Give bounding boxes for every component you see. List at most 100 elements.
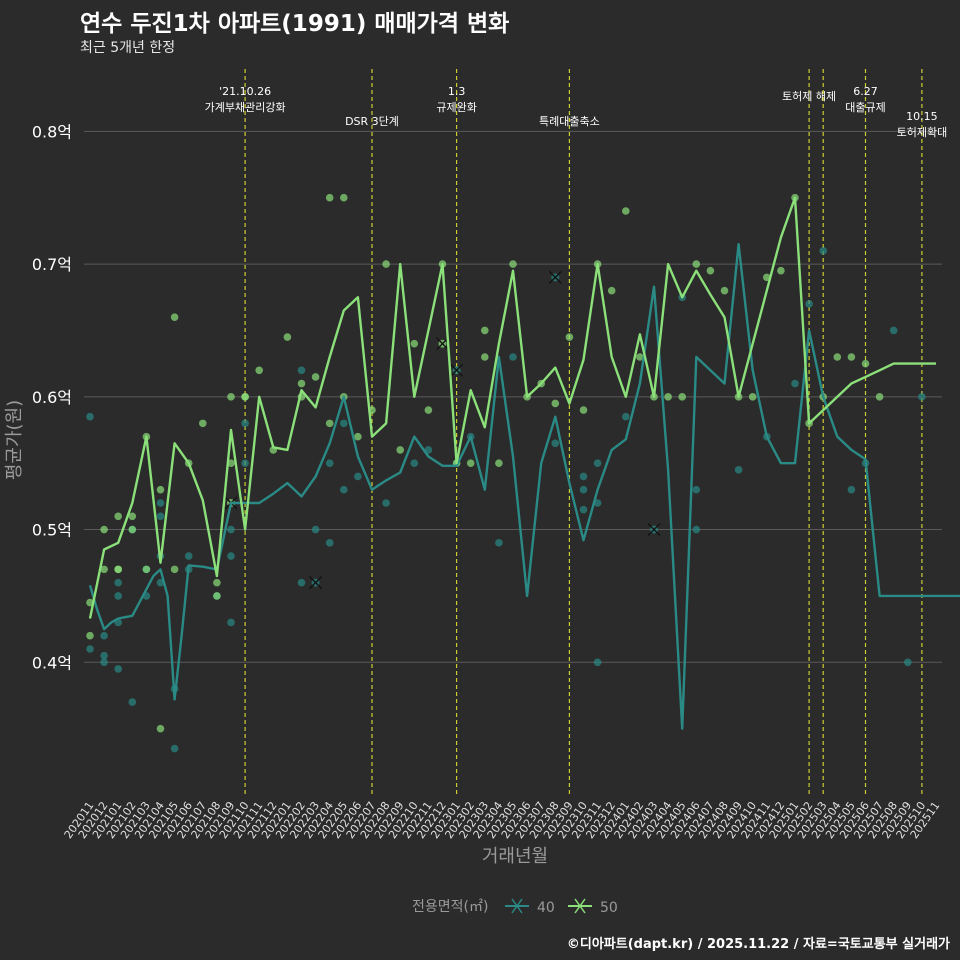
data-point	[86, 412, 94, 421]
data-point	[678, 393, 686, 401]
event-label: 가계부채관리강화	[205, 101, 286, 114]
legend: 전용면적(㎡) 40 50	[412, 898, 618, 916]
data-point	[579, 406, 588, 414]
data-point	[734, 466, 743, 474]
data-point	[424, 406, 433, 414]
data-point	[551, 439, 560, 448]
data-point	[875, 393, 884, 401]
data-point	[382, 499, 390, 507]
data-point	[847, 485, 856, 494]
data-point	[833, 353, 842, 361]
data-point	[410, 339, 419, 348]
data-point	[100, 631, 108, 640]
data-point	[297, 578, 306, 587]
y-axis: 0.4억 0.5억 0.6억 0.7억 0.8억	[32, 122, 72, 672]
data-point	[622, 207, 630, 215]
data-point	[100, 565, 108, 574]
event-date: 1.3	[448, 85, 466, 98]
cross-marker	[450, 363, 464, 377]
cross-marker	[548, 270, 562, 284]
data-point	[805, 300, 813, 308]
data-point	[692, 260, 701, 268]
series-line-40	[88, 243, 960, 730]
event-label: 특례대출축소	[539, 115, 600, 128]
data-point	[325, 459, 334, 467]
data-point	[889, 326, 898, 335]
data-point	[100, 525, 108, 534]
event-date: '21.10.26	[219, 85, 271, 98]
series-lines	[88, 196, 960, 730]
event-label: 대출규제	[845, 101, 885, 114]
event-date: 10.15	[906, 110, 938, 123]
data-point	[241, 459, 249, 467]
data-point	[184, 552, 193, 560]
grid-lines	[84, 130, 942, 663]
data-point	[199, 419, 207, 428]
legend-title: 전용면적(㎡)	[412, 899, 488, 915]
data-point	[227, 552, 235, 560]
data-point	[622, 412, 630, 421]
y-tick-label: 0.7억	[32, 255, 72, 274]
data-point	[142, 565, 151, 574]
data-point	[692, 485, 701, 494]
y-axis-label: 평균가(원)	[4, 400, 25, 480]
data-point	[297, 379, 306, 388]
y-tick-label: 0.8억	[32, 122, 72, 141]
legend-marker	[511, 898, 523, 914]
legend-label: 50	[600, 900, 618, 916]
data-point	[565, 333, 574, 341]
chart-title: 연수 두진1차 아파트(1991) 매매가격 변화	[80, 11, 510, 37]
data-point	[861, 359, 870, 368]
data-point	[100, 651, 108, 660]
chart-subtitle: 최근 5개년 한정	[80, 40, 176, 56]
data-point	[340, 193, 348, 202]
x-axis-label: 거래년월	[482, 846, 548, 867]
legend-label: 40	[537, 900, 555, 916]
event-label: DSR 3단계	[345, 115, 399, 128]
data-point	[311, 525, 320, 534]
data-point	[311, 373, 320, 381]
data-point	[156, 512, 165, 521]
data-point	[325, 419, 334, 428]
data-point	[509, 260, 517, 268]
data-point	[593, 658, 602, 667]
data-point	[847, 353, 856, 361]
event-label: 토허제확대	[897, 126, 948, 139]
data-point	[410, 459, 419, 467]
data-point	[495, 539, 503, 547]
data-point	[86, 645, 94, 653]
data-point	[579, 505, 588, 514]
data-point	[297, 366, 306, 375]
event-label: 토허제 해제	[782, 89, 836, 103]
data-point	[170, 744, 179, 753]
data-point	[354, 432, 362, 441]
data-point	[904, 658, 912, 667]
data-point	[227, 525, 235, 534]
scatter-points	[86, 193, 926, 753]
data-point	[128, 525, 137, 534]
data-point	[213, 578, 221, 587]
data-point	[396, 446, 405, 454]
data-point	[170, 313, 179, 321]
series-line-50	[88, 196, 936, 619]
data-point	[664, 393, 672, 401]
cross-marker	[309, 576, 323, 590]
legend-marker	[574, 898, 586, 914]
data-point	[354, 472, 362, 481]
y-tick-label: 0.4억	[32, 653, 72, 672]
y-tick-label: 0.5억	[32, 521, 72, 540]
data-point	[114, 565, 122, 574]
data-point	[579, 472, 588, 481]
data-point	[340, 419, 348, 428]
data-point	[382, 260, 390, 268]
data-point	[241, 393, 249, 401]
data-point	[593, 459, 602, 467]
data-point	[706, 266, 715, 275]
data-point	[466, 459, 475, 467]
data-point	[114, 512, 122, 521]
data-point	[819, 247, 827, 255]
data-point	[128, 698, 137, 706]
event-label: 규제완화	[436, 101, 476, 114]
data-point	[156, 499, 165, 507]
